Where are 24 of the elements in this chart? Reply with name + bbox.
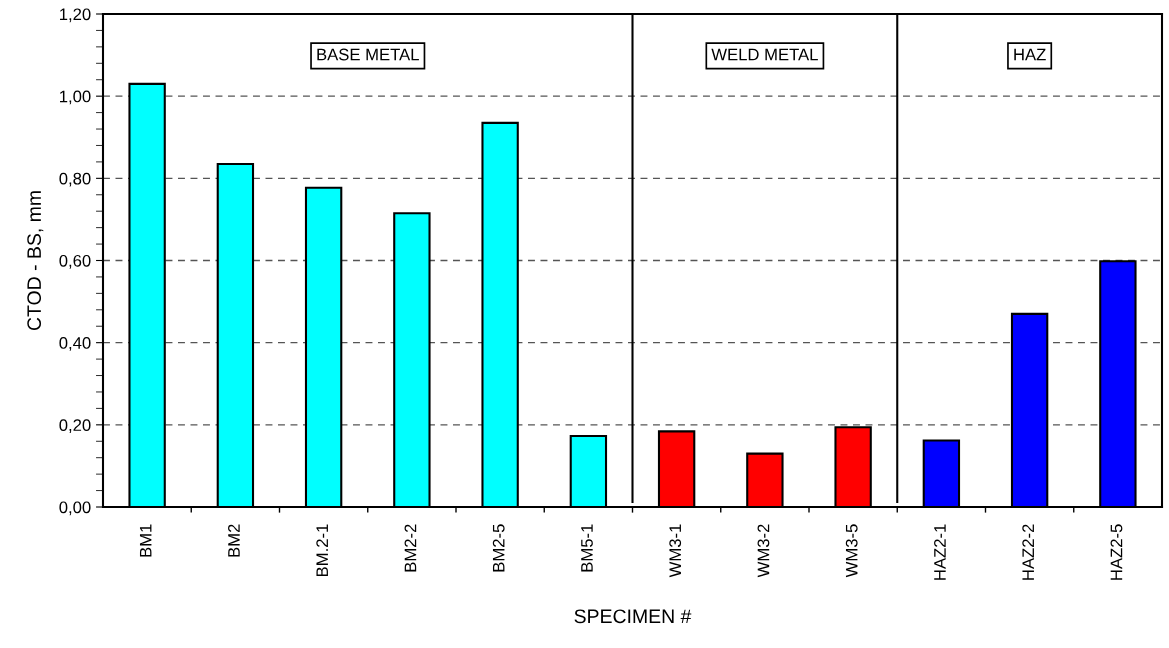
x-tick-label: BM1 bbox=[139, 524, 152, 557]
x-tick-label: HAZ2-2 bbox=[1022, 524, 1034, 580]
x-axis-title: SPECIMEN # bbox=[574, 609, 692, 624]
x-tick-label: HAZ2-1 bbox=[934, 524, 946, 580]
y-tick-label: 1,20 bbox=[60, 8, 91, 23]
y-tick-label: 0,80 bbox=[59, 172, 91, 187]
y-tick-label: 1,00 bbox=[60, 90, 91, 105]
y-tick-label: 0,40 bbox=[59, 337, 91, 351]
annotation: HAZ bbox=[1014, 48, 1046, 61]
x-tick-label: WM3-5 bbox=[845, 524, 858, 578]
y-tick-label: 0,60 bbox=[59, 254, 91, 269]
x-tick-label: BM5-1 bbox=[581, 524, 593, 572]
y-tick-label: 0,20 bbox=[59, 419, 91, 434]
x-tick-label: BM2 bbox=[228, 524, 240, 557]
y-axis-title: CTOD - BS, mm bbox=[27, 191, 44, 331]
x-tick-label: BM2-2 bbox=[404, 524, 417, 572]
annotation: WELD METAL bbox=[711, 48, 818, 61]
x-tick-label: BM.2-1 bbox=[316, 524, 328, 577]
x-tick-label: BM2-5 bbox=[492, 524, 505, 572]
x-tick-label: WM3-2 bbox=[757, 524, 770, 578]
y-tick-label: 0,00 bbox=[59, 501, 91, 516]
annotation: BASE METAL bbox=[317, 48, 419, 61]
x-tick-label: WM3-1 bbox=[669, 524, 682, 578]
x-tick-label: HAZ2-5 bbox=[1110, 524, 1123, 580]
